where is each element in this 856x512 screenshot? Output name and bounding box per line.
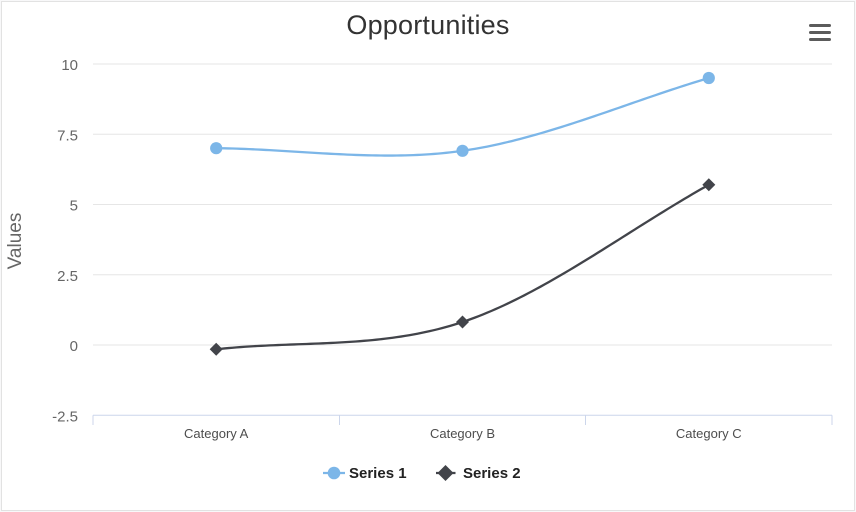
svg-text:0: 0 [70,338,78,355]
svg-text:Values: Values [5,213,26,270]
svg-text:Category B: Category B [430,426,495,441]
svg-text:-2.5: -2.5 [52,408,78,425]
svg-text:2.5: 2.5 [57,268,78,285]
svg-text:Series 2: Series 2 [463,465,521,482]
svg-text:Category A: Category A [184,426,249,441]
svg-text:7.5: 7.5 [57,127,78,144]
svg-text:Series 1: Series 1 [349,465,407,482]
svg-text:Category C: Category C [676,426,742,441]
svg-text:10: 10 [61,57,78,74]
svg-text:5: 5 [70,198,78,215]
